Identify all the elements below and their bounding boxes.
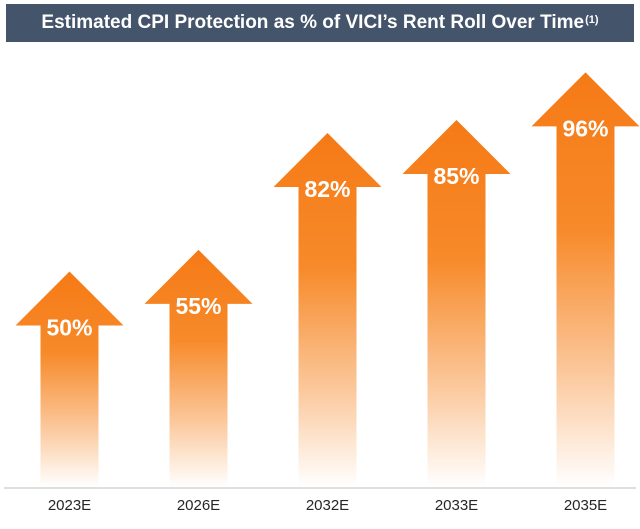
- arrow-bar-2023E: [15, 271, 124, 487]
- arrow-bar-2035E: [531, 72, 640, 487]
- arrow-bar-2026E: [144, 249, 253, 487]
- value-label-2035E: 96%: [562, 115, 608, 141]
- value-label-2033E: 85%: [433, 163, 479, 189]
- value-label-2023E: 50%: [46, 315, 92, 341]
- arrow-bar-2032E: [273, 132, 382, 487]
- chart-title: Estimated CPI Protection as % of VICI’s …: [6, 4, 634, 42]
- value-label-2032E: 82%: [304, 176, 350, 202]
- x-tick-label-2035E: 2035E: [564, 497, 607, 514]
- arrow-series: 50% 55% 82% 85% 96%: [15, 72, 640, 487]
- chart-title-footnote: (1): [585, 14, 599, 26]
- x-tick-label-2023E: 2023E: [48, 497, 91, 514]
- x-tick-label-2033E: 2033E: [435, 497, 478, 514]
- arrow-bar-2033E: [402, 119, 511, 487]
- value-label-2026E: 55%: [175, 293, 221, 319]
- x-axis-ticks: 2023E 2026E 2032E 2033E 2035E: [48, 497, 607, 514]
- x-tick-label-2032E: 2032E: [306, 497, 349, 514]
- x-tick-label-2026E: 2026E: [177, 497, 220, 514]
- chart-title-text: Estimated CPI Protection as % of VICI’s …: [41, 12, 585, 33]
